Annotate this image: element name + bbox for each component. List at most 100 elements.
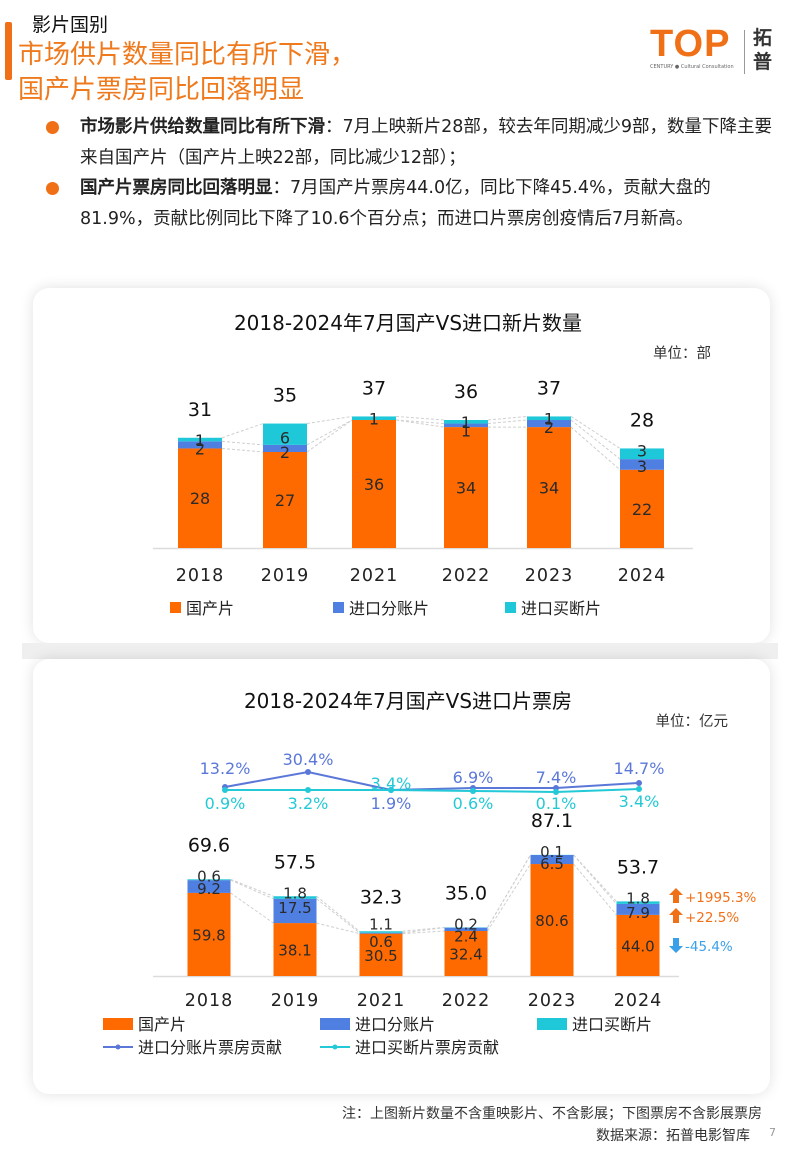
bar-segment-import-split	[273, 898, 317, 924]
bar-value-label: 27	[275, 491, 295, 510]
series-connector-line	[395, 419, 445, 428]
new-films-chart: 2018-2024年7月国产VS进口新片数量单位：部28213120182726…	[153, 311, 711, 618]
series-connector-line	[402, 926, 445, 932]
bar-segment-domestic	[187, 892, 231, 976]
bar-total-label: 35	[273, 385, 297, 407]
buyout-contribution-point	[388, 787, 394, 793]
legend-swatch	[170, 602, 181, 613]
bar-segment-domestic	[352, 420, 396, 548]
series-connector-line	[221, 423, 264, 439]
bar-segment-domestic	[444, 930, 488, 976]
bar-segment-domestic	[359, 933, 403, 976]
split-contribution-point	[636, 780, 642, 786]
split-contribution-line	[224, 770, 640, 792]
bar-value-label: 2.4	[454, 928, 478, 946]
logo-divider	[744, 30, 745, 74]
x-tick-label: 2022	[442, 566, 491, 586]
series-connector-line	[316, 895, 360, 932]
contribution-label: 0.6%	[453, 794, 494, 813]
x-tick-label: 2024	[618, 566, 667, 586]
bar-value-label: 0.1	[540, 843, 564, 861]
series-connector-line	[221, 447, 264, 453]
contribution-label: 1.9%	[371, 794, 412, 813]
series-connector-line	[230, 879, 274, 900]
series-connector-line	[570, 419, 621, 460]
bar-value-label: 1	[195, 431, 205, 450]
x-tick-label: 2023	[525, 566, 574, 586]
chart-unit: 单位：亿元	[656, 713, 729, 730]
legend-swatch	[333, 602, 344, 613]
x-tick-label: 2019	[261, 566, 310, 586]
bar-value-label: 80.6	[535, 912, 568, 930]
legend-label: 国产片	[186, 599, 234, 618]
yoy-change-label: +22.5%	[685, 910, 739, 926]
split-contribution-point	[305, 769, 311, 775]
bar-value-label: 1	[461, 413, 471, 432]
top-logo: TOP CENTURY ● Cultural Consultation 拓普	[650, 24, 795, 76]
card-gap	[22, 643, 778, 659]
headline-line-2: 国产片票房同比回落明显	[18, 75, 305, 105]
series-connector-line	[316, 898, 360, 934]
bar-value-label: 0.6	[369, 933, 393, 951]
bar-total-label: 57.5	[274, 851, 316, 873]
logo-word: TOP	[650, 23, 731, 65]
bar-segment-domestic	[530, 864, 574, 976]
bar-segment-import-split	[359, 932, 403, 934]
bar-segment-import-buyout	[616, 901, 660, 904]
bar-value-label: 7.9	[626, 904, 650, 922]
bar-value-label: 0.6	[197, 867, 221, 885]
bar-value-label: 30.5	[364, 947, 397, 965]
contribution-label: 0.9%	[205, 794, 246, 813]
series-connector-line	[487, 415, 528, 421]
bar-segment-import-buyout	[187, 879, 231, 881]
bar-value-label: 6.5	[540, 855, 564, 873]
bar-value-label: 38.1	[278, 942, 311, 960]
legend-label: 进口买断片	[521, 599, 601, 618]
bar-value-label: 32.4	[449, 945, 482, 963]
x-tick-label: 2021	[357, 991, 406, 1011]
legend-label: 进口买断片票房贡献	[355, 1038, 499, 1057]
summary-bullets: 市场影片供给数量同比有所下滑：7月上映新片28部，较去年同期减少9部，数量下降主…	[40, 112, 780, 234]
chart-unit: 单位：部	[653, 345, 711, 362]
bar-segment-import-buyout	[352, 416, 396, 420]
bullet-dot-icon	[46, 182, 59, 195]
box-office-chart: 2018-2024年7月国产VS进口片票房单位：亿元59.89.20.669.6…	[103, 689, 757, 1057]
logo-tagline: CENTURY ● Cultural Consultation	[650, 64, 734, 70]
bar-segment-import-split	[187, 880, 231, 893]
footer-notes: 注：上图新片数量不含重映影片、不含影展；下图票房不含影展票房 数据来源：拓普电影…	[342, 1103, 762, 1147]
bullet-text: ：7月国产片票房44.0亿，同比下降45.4%，贡献大盘的81.9%，贡献比例同…	[80, 178, 711, 229]
bar-value-label: 2	[195, 439, 205, 458]
series-connector-line	[570, 416, 621, 449]
chart-title: 2018-2024年7月国产VS进口新片数量	[234, 311, 582, 335]
footer-note: 注：上图新片数量不含重映影片、不含影展；下图票房不含影展票房	[342, 1106, 762, 1122]
contribution-label: 6.9%	[453, 768, 494, 787]
series-connector-line	[402, 930, 445, 935]
box-office-chart-card: 2018-2024年7月国产VS进口片票房 单位：亿元 59.8 9.2 0.6 69.6…	[33, 659, 770, 1094]
bar-total-label: 28	[630, 409, 654, 431]
footer-source: 数据来源：拓普电影智库	[596, 1128, 750, 1144]
bar-segment-import-split	[530, 855, 574, 865]
contribution-label: 14.7%	[614, 759, 665, 778]
series-connector-line	[487, 863, 531, 932]
bullet-dot-icon	[46, 121, 59, 134]
contribution-label: 0.1%	[536, 794, 577, 813]
bar-value-label: 0.2	[454, 915, 478, 933]
series-connector-line	[395, 419, 445, 425]
series-connector-line	[230, 878, 274, 897]
bar-segment-import-split	[263, 444, 307, 452]
series-connector-line	[306, 419, 353, 446]
bullet-item: 国产片票房同比回落明显：7月国产片票房44.0亿，同比下降45.4%，贡献大盘的…	[40, 173, 780, 234]
bar-segment-import-split	[444, 423, 488, 428]
bar-segment-import-buyout	[273, 896, 317, 899]
bar-segment-import-buyout	[444, 420, 488, 424]
x-tick-label: 2018	[176, 566, 225, 586]
headline-line-1: 市场供片数量同比有所下滑，	[18, 40, 357, 70]
bar-segment-domestic	[263, 452, 307, 548]
buyout-contribution-point	[222, 787, 228, 793]
series-connector-line	[306, 415, 353, 425]
bar-value-label: 2	[544, 418, 554, 437]
bar-segment-import-split	[620, 459, 664, 470]
bar-value-label: 6	[280, 429, 290, 448]
legend-swatch	[537, 1018, 567, 1030]
buyout-contribution-point	[470, 788, 476, 794]
